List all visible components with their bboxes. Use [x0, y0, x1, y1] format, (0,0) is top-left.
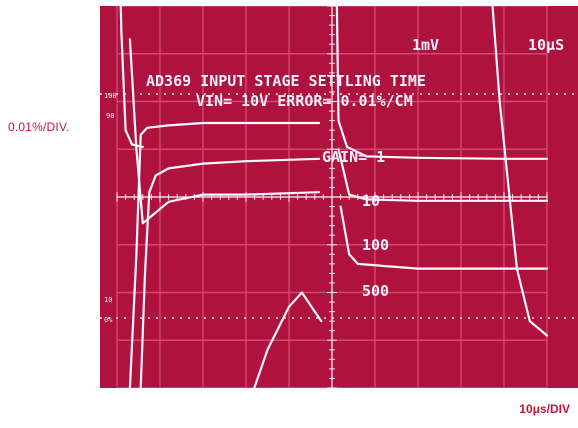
vertical-sensitivity-readout: 1mV — [412, 36, 439, 54]
trace-10 — [128, 121, 321, 388]
annotation-gain-500: 500 — [362, 282, 389, 300]
mark-0pct: 0% — [104, 316, 113, 324]
scope-title: AD369 INPUT STAGE SETTLING TIME — [146, 72, 426, 90]
annotation-gain-100: 100 — [362, 236, 389, 254]
trace-100 — [139, 157, 321, 388]
scope-graticule: GAIN= 1 10 100 500 1mV 10μS AD369 INPUT STA… — [100, 6, 578, 388]
oscilloscope-screen: GAIN= 1 10 100 500 1mV 10μS AD369 INPUT STA… — [100, 6, 578, 388]
trace-group: GAIN= 1 10 100 500 — [119, 6, 549, 388]
horizontal-scale-label: 10μs/DIV — [519, 402, 570, 416]
annotation-gain-1: GAIN= 1 — [322, 148, 385, 166]
trace-gain-1-fall — [335, 6, 549, 160]
trace-gain-10-fall — [337, 148, 549, 202]
label-group: 1mV 10μS AD369 INPUT STAGE SETTLING TIME… — [104, 36, 564, 324]
trace-initial-spike — [119, 6, 144, 148]
scope-settings: VIN= 10V ERROR= 0.01%/CM — [196, 92, 413, 110]
mark-90: 90 — [106, 112, 114, 120]
trace-gain-500-fall — [491, 6, 549, 337]
trace-gain-100-fall — [339, 205, 549, 270]
mark-100: 100 — [104, 92, 117, 100]
timebase-readout: 10μS — [528, 36, 564, 54]
trace-gain-1 — [128, 38, 321, 225]
mark-10: 10 — [104, 296, 112, 304]
graticule-grid — [100, 6, 578, 388]
trace-500 — [253, 291, 323, 388]
annotation-gain-10: 10 — [362, 192, 380, 210]
vertical-scale-label: 0.01%/DIV. — [8, 120, 70, 134]
